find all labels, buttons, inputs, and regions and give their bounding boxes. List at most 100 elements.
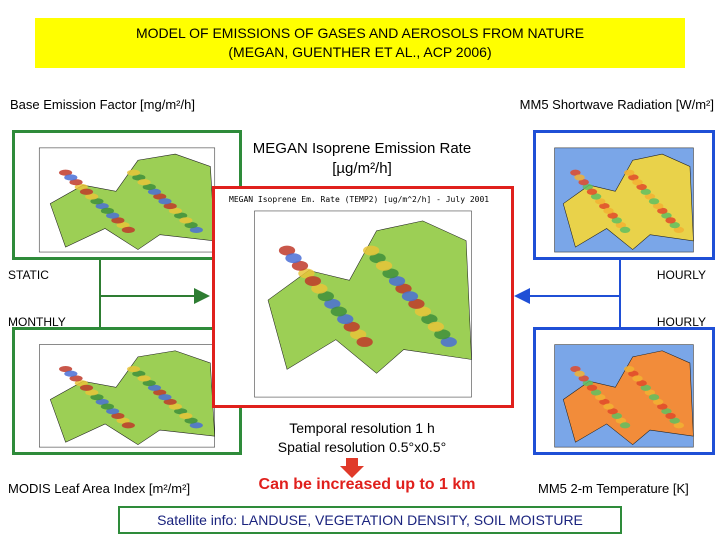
- map-shape: [657, 403, 668, 410]
- map-shape: [106, 212, 120, 219]
- map-shape: [311, 283, 328, 294]
- map-shape: [184, 417, 198, 424]
- map-shape: [64, 174, 78, 181]
- map-shape: [69, 179, 83, 186]
- map-shape: [90, 394, 104, 401]
- map: [39, 344, 215, 448]
- title-line: (MEGAN, GUENTHER ET AL., ACP 2006): [228, 44, 492, 60]
- map-shape: [189, 422, 203, 429]
- map-shape: [665, 412, 676, 420]
- map-shape: [652, 398, 664, 405]
- map-shape: [127, 365, 141, 373]
- title-line: MODEL OF EMISSIONS OF GASES AND AEROSOLS…: [135, 25, 585, 41]
- map-shape: [330, 306, 347, 317]
- map-shape: [142, 380, 156, 387]
- map-shape: [116, 417, 130, 424]
- map-shape: [657, 207, 668, 214]
- map-shape: [363, 245, 380, 256]
- map-shape: [137, 179, 151, 186]
- map-shape: [179, 412, 193, 420]
- frequency-label: HOURLY: [656, 315, 706, 329]
- blue-connector: [516, 258, 621, 330]
- map-panel: [12, 130, 242, 260]
- map: [554, 147, 694, 253]
- map-shape: [628, 174, 639, 181]
- map-shape: [562, 350, 694, 446]
- map-shape: [278, 245, 296, 256]
- map-shape: [427, 321, 444, 332]
- map-shape: [111, 412, 125, 420]
- map-shape: [382, 268, 399, 279]
- map-shape: [267, 220, 472, 374]
- map-shape: [158, 394, 172, 401]
- input-label: MODIS Leaf Area Index [m²/m²]: [8, 481, 191, 496]
- map-shape: [648, 394, 660, 401]
- map-shape: [95, 202, 109, 210]
- frequency-label: HOURLY: [656, 268, 706, 282]
- map-shape: [673, 226, 685, 234]
- map-shape: [79, 384, 94, 391]
- map-shape: [95, 398, 109, 405]
- map-shape: [324, 298, 341, 309]
- map-shape: [619, 422, 631, 429]
- map-shape: [599, 398, 610, 405]
- map-shape: [582, 380, 594, 387]
- map-shape: [414, 306, 432, 317]
- map-shape: [619, 226, 631, 234]
- map-shape: [586, 384, 598, 391]
- map-shape: [137, 375, 151, 382]
- map-shape: [285, 253, 302, 264]
- map-shape: [317, 291, 334, 302]
- map-shape: [574, 370, 585, 377]
- map-shape: [147, 384, 162, 391]
- map-shape: [369, 253, 386, 264]
- map-shape: [652, 202, 664, 210]
- map-shape: [85, 193, 99, 200]
- map-shape: [636, 380, 647, 387]
- map-shape: [79, 188, 94, 195]
- map-shape: [607, 408, 618, 415]
- map-shape: [179, 217, 193, 224]
- map-shape: [163, 202, 177, 210]
- map-shape: [147, 188, 162, 195]
- map-shape: [570, 365, 581, 373]
- map-shape: [673, 422, 685, 429]
- map-shape: [636, 183, 647, 191]
- map-shape: [570, 169, 581, 176]
- map-shape: [603, 207, 614, 214]
- map-shape: [578, 179, 589, 186]
- map-shape: [595, 198, 606, 205]
- map-shape: [632, 179, 643, 186]
- map-shape: [298, 268, 315, 279]
- map-shape: [661, 408, 672, 415]
- map-shape: [408, 298, 425, 309]
- map-shape: [578, 375, 589, 382]
- map-shape: [100, 207, 115, 214]
- frequency-label: MONTHLY: [8, 315, 66, 329]
- map-shape: [615, 417, 627, 424]
- map-shape: [59, 365, 73, 373]
- map-shape: [343, 321, 360, 332]
- map-shape: [375, 260, 393, 271]
- green-connector: [99, 258, 208, 330]
- down-arrow: [340, 458, 364, 478]
- frequency-label: STATIC: [8, 268, 49, 282]
- map-shape: [640, 188, 651, 195]
- map-shape: [611, 412, 622, 420]
- map-shape: [64, 370, 78, 377]
- map-shape: [111, 217, 125, 224]
- map-shape: [434, 329, 451, 340]
- map-shape: [163, 398, 177, 405]
- input-label: Base Emission Factor [mg/m²/h]: [10, 97, 195, 112]
- resolution-note: Can be increased up to 1 km: [258, 476, 476, 493]
- map-shape: [599, 202, 610, 210]
- map-shape: [611, 217, 622, 224]
- map: [554, 344, 694, 448]
- map-shape: [562, 153, 694, 250]
- map-shape: [189, 226, 203, 234]
- map-shape: [395, 283, 412, 294]
- map-shape: [58, 169, 73, 176]
- map-shape: [304, 276, 322, 286]
